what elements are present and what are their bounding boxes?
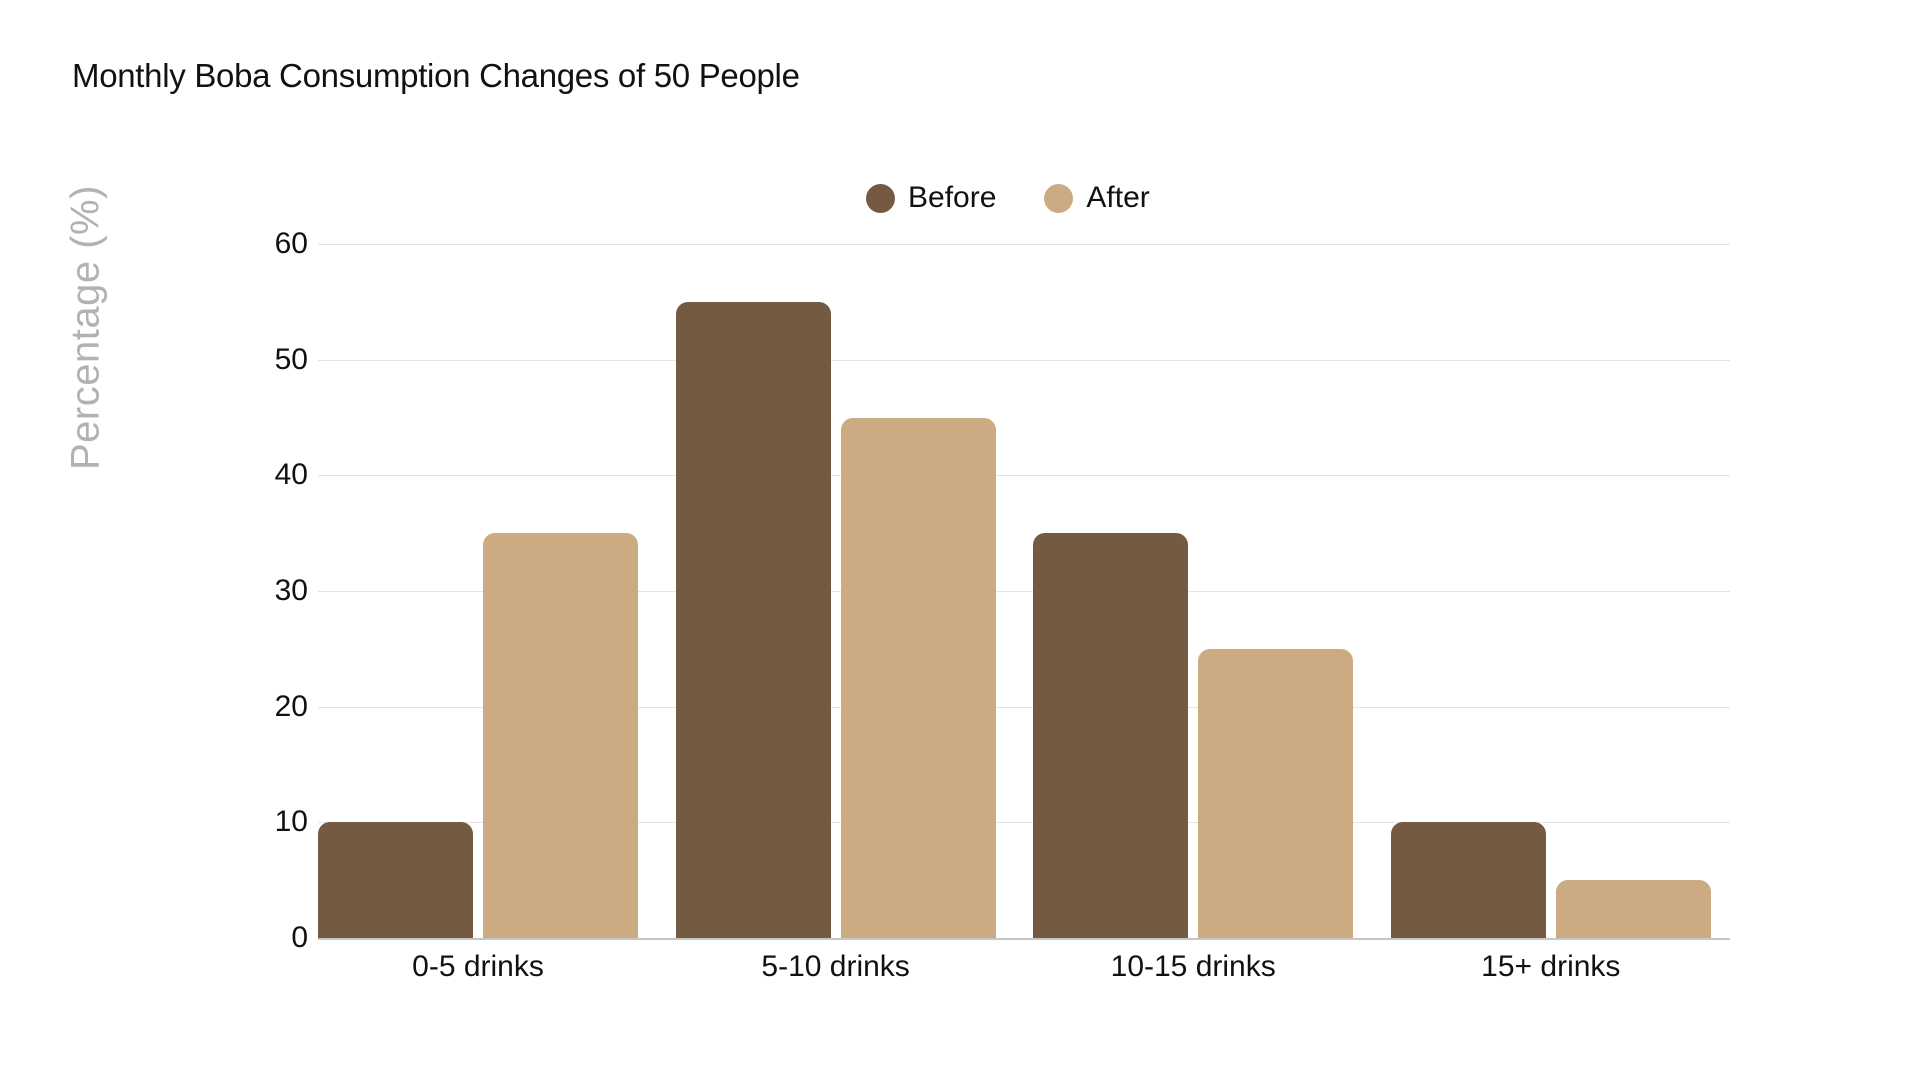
x-tick-label-10-15-drinks: 10-15 drinks <box>1110 950 1276 983</box>
legend-item-after[interactable]: After <box>1044 181 1150 215</box>
bar-after-0-5-drinks[interactable] <box>483 533 638 938</box>
y-tick-label-0: 0 <box>291 921 308 954</box>
plot-area <box>318 244 1730 940</box>
y-axis-title: Percentage (%) <box>63 185 108 471</box>
legend-swatch-after-icon <box>1044 183 1074 213</box>
bar-before-5-10-drinks[interactable] <box>675 301 831 938</box>
legend-label-after: After <box>1086 181 1150 214</box>
gridline-y-60 <box>318 244 1730 245</box>
gridline-y-40 <box>318 475 1730 477</box>
bar-before-15+-drinks[interactable] <box>1390 822 1546 938</box>
x-tick-label-0-5-drinks: 0-5 drinks <box>412 950 544 983</box>
gridline-y-20 <box>318 706 1730 708</box>
y-tick-label-40: 40 <box>274 458 308 492</box>
bar-after-15+-drinks[interactable] <box>1555 880 1711 938</box>
x-tick-label-15+-drinks: 15+ drinks <box>1481 950 1621 983</box>
chart-title: Monthly Boba Consumption Changes of 50 P… <box>72 57 800 94</box>
legend-swatch-before-icon <box>866 183 895 213</box>
bar-after-10-15-drinks[interactable] <box>1198 648 1354 938</box>
legend-item-before[interactable]: Before <box>866 181 996 215</box>
bar-before-0-5-drinks[interactable] <box>318 822 473 938</box>
y-tick-label-20: 20 <box>274 689 308 723</box>
y-tick-label-30: 30 <box>274 574 308 607</box>
y-tick-label-50: 50 <box>274 342 308 376</box>
bar-after-5-10-drinks[interactable] <box>840 417 996 938</box>
gridline-y-50 <box>318 359 1730 361</box>
gridline-y-10 <box>318 822 1730 824</box>
legend-label-before: Before <box>908 181 997 214</box>
bar-before-10-15-drinks[interactable] <box>1033 533 1189 938</box>
y-tick-label-10: 10 <box>274 805 308 839</box>
x-tick-label-5-10-drinks: 5-10 drinks <box>761 950 910 983</box>
gridline-y-30 <box>318 591 1730 592</box>
legend: Before After <box>866 181 1150 215</box>
x-axis-line <box>318 938 1730 940</box>
y-tick-label-60: 60 <box>274 227 308 260</box>
